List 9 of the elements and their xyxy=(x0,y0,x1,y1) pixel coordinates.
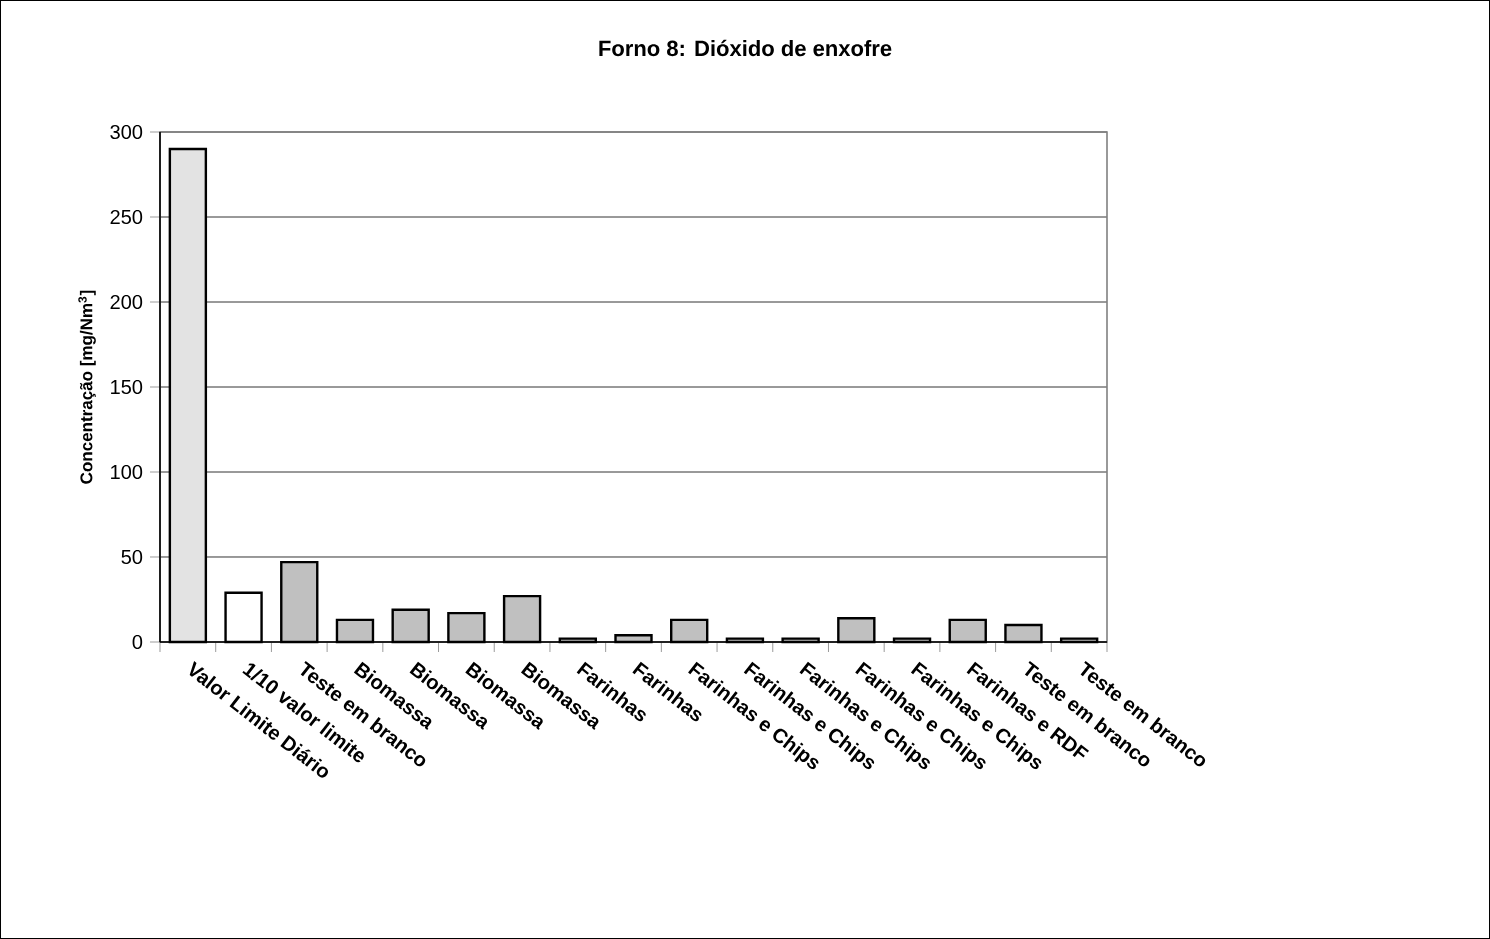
y-tick-label: 150 xyxy=(111,379,143,395)
chart-title: Forno 8: Dióxido de enxofre xyxy=(599,39,892,57)
y-tick-label: 200 xyxy=(110,294,143,310)
y-tick-label: 250 xyxy=(110,209,143,225)
y-tick-label: 300 xyxy=(110,124,143,140)
y-tick-label: 50 xyxy=(121,549,143,565)
y-tick-label: 100 xyxy=(111,464,143,480)
y-tick-label: 0 xyxy=(132,634,143,650)
y-axis-title: Concentração [mg/Nm$^{3}$] xyxy=(78,290,96,484)
